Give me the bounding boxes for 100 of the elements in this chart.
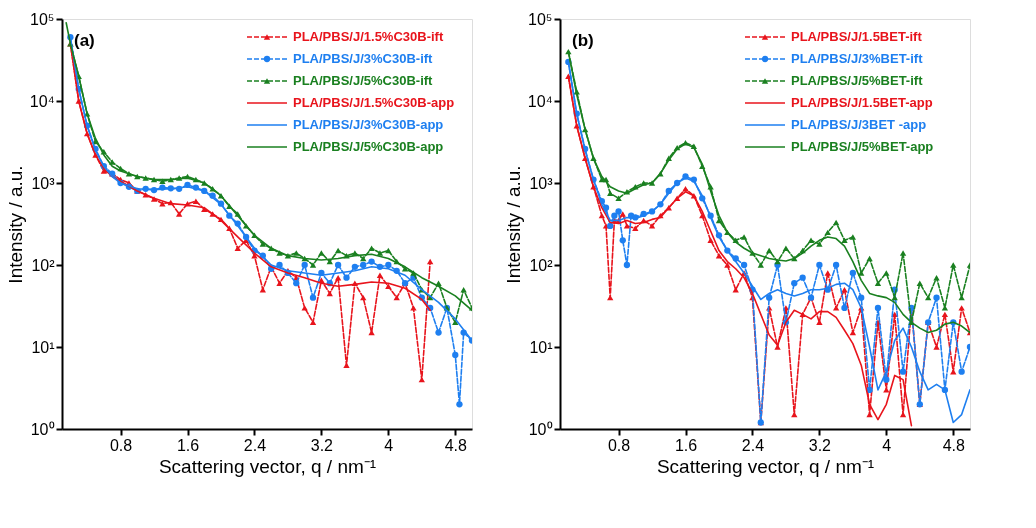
point (192, 198, 200, 204)
x-tick-label: 4.8 (942, 436, 965, 454)
point (824, 229, 831, 236)
point (648, 223, 656, 229)
point (824, 270, 831, 276)
point (925, 294, 932, 301)
y-tick-label: 10⁵ (528, 10, 553, 28)
point (883, 270, 890, 276)
point (301, 305, 308, 311)
point (816, 261, 823, 269)
point (435, 329, 442, 336)
legend-label: PLA/PBS/J/3%BET-ift (791, 51, 924, 66)
point (326, 290, 333, 297)
point (234, 245, 241, 251)
x-tick-label: 1.6 (176, 436, 200, 454)
y-tick-label: 10⁰ (528, 420, 553, 438)
point (816, 319, 823, 326)
point (276, 280, 283, 286)
point (958, 368, 965, 375)
point (293, 250, 300, 256)
point (858, 294, 865, 301)
point (899, 250, 907, 256)
point (766, 294, 773, 301)
point (899, 411, 907, 418)
y-tick-label: 10² (31, 256, 56, 274)
point (866, 411, 873, 418)
point (933, 344, 940, 350)
point (410, 305, 417, 311)
x-axis-title: Scattering vector, q / nm⁻¹ (158, 455, 377, 477)
y-tick-label: 10⁰ (30, 420, 55, 438)
legend-label: PLA/PBS/J/3%C30B-ift (293, 51, 434, 66)
point (816, 241, 823, 247)
point (757, 262, 764, 268)
point (351, 263, 359, 270)
x-tick-label: 4 (882, 436, 892, 454)
legend-label: PLA/PBS/J/3%C30B-app (293, 117, 444, 132)
point (883, 387, 890, 393)
point (841, 304, 848, 312)
point (607, 190, 614, 196)
point (100, 168, 107, 174)
point (615, 208, 622, 215)
point (858, 270, 865, 276)
x-tick-label: 4.8 (444, 436, 467, 454)
point (276, 250, 283, 256)
point (309, 319, 317, 326)
point (832, 305, 840, 311)
x-tick-label: 4 (384, 436, 394, 454)
point (941, 305, 949, 311)
point (611, 212, 618, 219)
point (376, 272, 384, 278)
point (832, 219, 840, 226)
point (933, 294, 940, 301)
point (427, 258, 434, 265)
y-tick-label: 10⁴ (527, 92, 553, 110)
point (276, 261, 283, 269)
point (343, 362, 350, 368)
y-tick-label: 10² (529, 256, 554, 274)
point (849, 269, 857, 277)
point (623, 223, 631, 229)
point (309, 294, 317, 301)
x-tick-label: 3.2 (310, 436, 334, 454)
point (385, 283, 392, 290)
point (682, 186, 689, 192)
point (360, 261, 367, 269)
annotation: (a) (74, 31, 95, 50)
point (619, 211, 626, 217)
point (368, 245, 375, 251)
point (841, 237, 848, 244)
point (807, 237, 815, 244)
legend-label: PLA/PBS/J/5%C30B-app (293, 139, 444, 154)
point (343, 274, 350, 281)
point (619, 237, 626, 244)
point (159, 178, 166, 184)
y-tick-label: 10³ (529, 174, 554, 192)
point (368, 329, 375, 336)
point (782, 245, 790, 251)
x-tick-label: 2.4 (741, 436, 765, 454)
point (360, 255, 367, 262)
legend-label: PLA/PBS/J/3BET -app (791, 117, 927, 132)
point (832, 261, 840, 269)
point (259, 241, 266, 247)
annotation: (b) (572, 31, 594, 50)
point (368, 258, 375, 265)
x-tick-label: 0.8 (607, 436, 631, 454)
point (707, 237, 714, 244)
legend-label: PLA/PBS/J/1.5%C30B-ift (293, 29, 444, 44)
point (740, 234, 748, 240)
point (774, 344, 781, 350)
point (301, 261, 308, 269)
legend-label: PLA/PBS/J/1.5BET-ift (791, 29, 923, 44)
point (740, 261, 748, 269)
point (385, 261, 392, 269)
point (623, 261, 631, 269)
point (849, 329, 857, 336)
x-axis-title: Scattering vector, q / nm⁻¹ (656, 455, 875, 477)
x-tick-label: 1.6 (674, 436, 698, 454)
x-tick-label: 3.2 (808, 436, 832, 454)
point (632, 225, 639, 232)
x-tick-label: 0.8 (109, 436, 133, 454)
point (682, 173, 689, 180)
